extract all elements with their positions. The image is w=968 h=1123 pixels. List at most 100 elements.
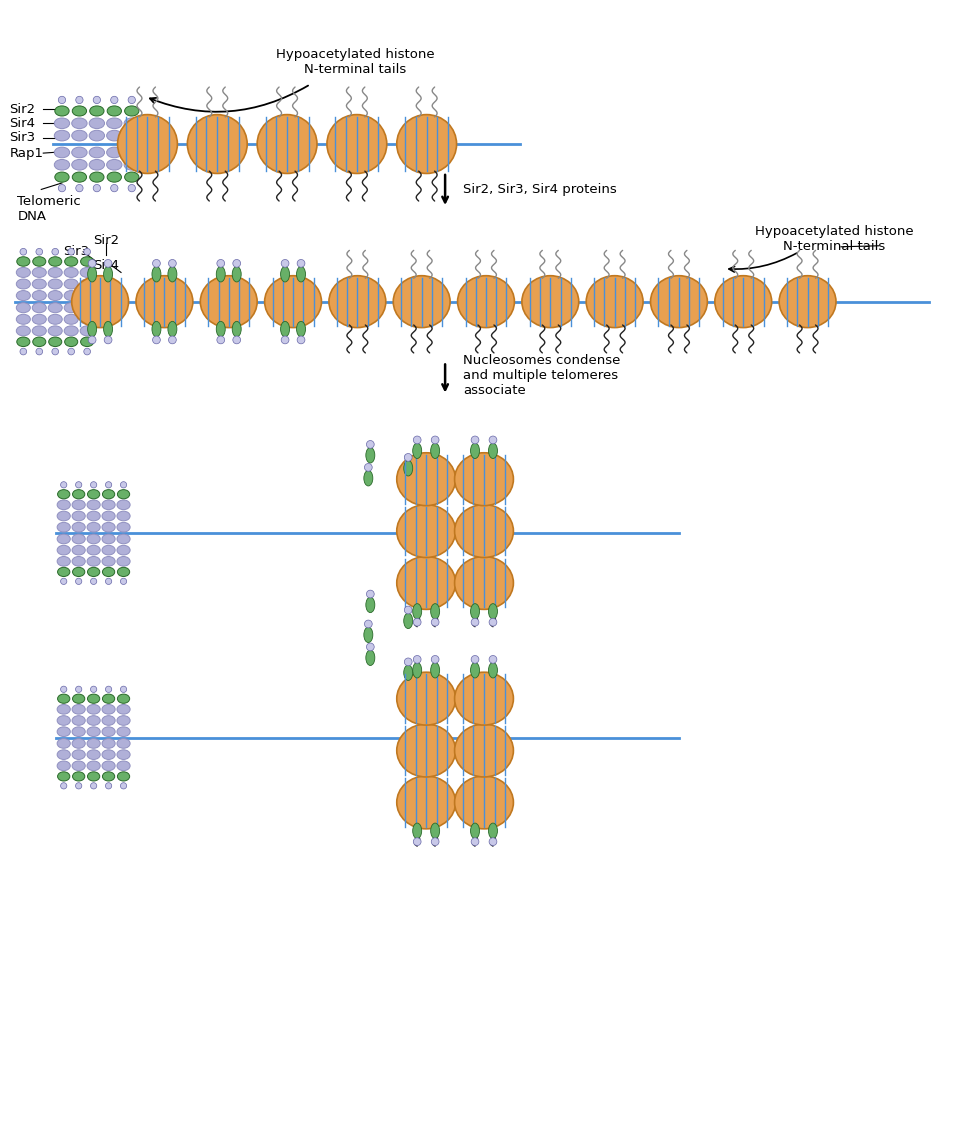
Ellipse shape <box>106 482 111 489</box>
Ellipse shape <box>80 291 94 301</box>
Ellipse shape <box>57 567 70 576</box>
Ellipse shape <box>106 159 122 170</box>
Ellipse shape <box>89 130 105 140</box>
Ellipse shape <box>107 106 121 116</box>
Ellipse shape <box>136 276 193 328</box>
Ellipse shape <box>72 500 85 510</box>
Ellipse shape <box>72 522 85 532</box>
Ellipse shape <box>432 436 439 444</box>
Ellipse shape <box>117 772 130 780</box>
Ellipse shape <box>55 106 69 116</box>
Ellipse shape <box>58 97 66 103</box>
Text: Hypoacetylated histone
N-terminal tails: Hypoacetylated histone N-terminal tails <box>276 48 435 76</box>
Ellipse shape <box>489 823 498 839</box>
Ellipse shape <box>61 578 67 584</box>
Ellipse shape <box>103 772 115 780</box>
Text: Sir2, Sir3, Sir4 proteins: Sir2, Sir3, Sir4 proteins <box>463 183 617 197</box>
Ellipse shape <box>296 266 306 282</box>
Ellipse shape <box>90 106 104 116</box>
Ellipse shape <box>87 715 101 725</box>
Ellipse shape <box>397 673 456 725</box>
Ellipse shape <box>153 259 161 267</box>
Ellipse shape <box>117 727 130 737</box>
Ellipse shape <box>48 303 62 312</box>
Ellipse shape <box>89 118 105 129</box>
Ellipse shape <box>106 578 111 584</box>
Ellipse shape <box>88 336 96 344</box>
Ellipse shape <box>76 686 82 693</box>
Ellipse shape <box>102 727 115 737</box>
Ellipse shape <box>90 783 97 789</box>
Ellipse shape <box>200 276 257 328</box>
Ellipse shape <box>32 303 46 312</box>
Ellipse shape <box>72 546 85 555</box>
Ellipse shape <box>80 303 94 312</box>
Ellipse shape <box>90 578 97 584</box>
Ellipse shape <box>87 500 101 510</box>
Ellipse shape <box>364 627 373 642</box>
Ellipse shape <box>89 147 105 157</box>
Ellipse shape <box>73 490 85 499</box>
Ellipse shape <box>397 557 456 610</box>
Ellipse shape <box>217 259 225 267</box>
Ellipse shape <box>432 838 439 846</box>
Ellipse shape <box>102 546 115 555</box>
Ellipse shape <box>458 276 514 328</box>
Ellipse shape <box>90 482 97 489</box>
Ellipse shape <box>106 147 122 157</box>
Ellipse shape <box>124 118 139 129</box>
Ellipse shape <box>117 522 130 532</box>
Ellipse shape <box>72 276 129 328</box>
Ellipse shape <box>117 535 130 544</box>
Ellipse shape <box>16 267 30 277</box>
Ellipse shape <box>587 276 643 328</box>
Ellipse shape <box>103 694 115 703</box>
Ellipse shape <box>168 336 176 344</box>
Ellipse shape <box>64 279 78 289</box>
Ellipse shape <box>93 184 101 192</box>
Ellipse shape <box>32 267 46 277</box>
Ellipse shape <box>88 266 97 282</box>
Ellipse shape <box>117 694 130 703</box>
Ellipse shape <box>102 535 115 544</box>
Ellipse shape <box>16 314 30 325</box>
Ellipse shape <box>57 522 71 532</box>
Ellipse shape <box>128 184 136 192</box>
Ellipse shape <box>106 130 122 140</box>
Ellipse shape <box>367 440 375 448</box>
Ellipse shape <box>413 619 421 627</box>
Text: Nucleosomes condense
and multiple telomeres
associate: Nucleosomes condense and multiple telome… <box>463 354 620 396</box>
Ellipse shape <box>489 656 497 664</box>
Ellipse shape <box>455 673 513 725</box>
Ellipse shape <box>68 248 75 255</box>
Ellipse shape <box>329 276 386 328</box>
Ellipse shape <box>489 436 497 444</box>
Ellipse shape <box>36 348 43 355</box>
Ellipse shape <box>57 535 71 544</box>
Ellipse shape <box>72 750 85 759</box>
Ellipse shape <box>128 97 136 103</box>
Ellipse shape <box>455 453 513 505</box>
Ellipse shape <box>88 259 96 267</box>
Ellipse shape <box>110 97 118 103</box>
Ellipse shape <box>48 279 62 289</box>
Ellipse shape <box>489 619 497 627</box>
Ellipse shape <box>120 783 127 789</box>
Ellipse shape <box>124 130 139 140</box>
Ellipse shape <box>72 761 85 770</box>
Ellipse shape <box>54 159 70 170</box>
Ellipse shape <box>54 118 70 129</box>
Ellipse shape <box>167 266 177 282</box>
Ellipse shape <box>522 276 579 328</box>
Ellipse shape <box>471 619 479 627</box>
Ellipse shape <box>489 838 497 846</box>
Ellipse shape <box>413 838 421 846</box>
Ellipse shape <box>80 279 94 289</box>
Ellipse shape <box>471 838 479 846</box>
Ellipse shape <box>57 704 71 714</box>
Ellipse shape <box>364 471 373 486</box>
Ellipse shape <box>102 557 115 566</box>
Ellipse shape <box>397 115 457 173</box>
Ellipse shape <box>76 184 83 192</box>
Ellipse shape <box>124 147 139 157</box>
